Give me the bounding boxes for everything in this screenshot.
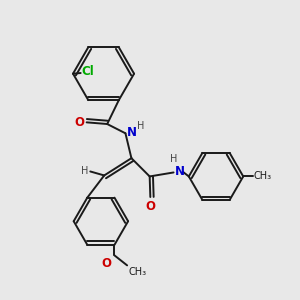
Text: O: O [102,257,112,270]
Text: H: H [81,166,88,176]
Text: H: H [170,154,177,164]
Text: O: O [75,116,85,129]
Text: O: O [145,200,155,213]
Text: H: H [137,121,145,131]
Text: N: N [126,126,136,139]
Text: CH₃: CH₃ [128,267,147,277]
Text: Cl: Cl [82,65,94,78]
Text: CH₃: CH₃ [254,171,272,182]
Text: N: N [175,165,185,178]
